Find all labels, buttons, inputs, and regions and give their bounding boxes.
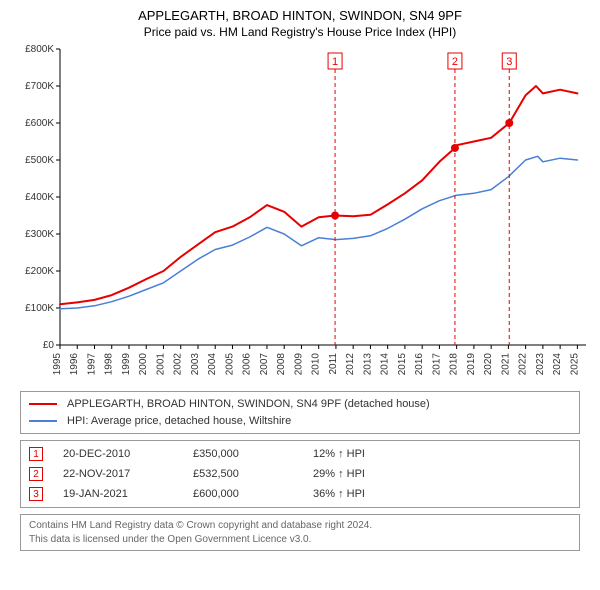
event-badge: 1 bbox=[29, 447, 43, 461]
svg-text:2007: 2007 bbox=[259, 353, 270, 376]
events-table: 1 20-DEC-2010 £350,000 12% ↑ HPI 2 22-NO… bbox=[20, 440, 580, 508]
svg-text:2015: 2015 bbox=[397, 353, 408, 376]
svg-text:2016: 2016 bbox=[414, 353, 425, 376]
svg-text:2022: 2022 bbox=[518, 353, 529, 376]
event-price: £600,000 bbox=[193, 488, 313, 500]
svg-text:2008: 2008 bbox=[276, 353, 287, 376]
svg-text:2011: 2011 bbox=[328, 353, 339, 375]
svg-text:1997: 1997 bbox=[86, 353, 97, 376]
svg-text:3: 3 bbox=[506, 56, 512, 68]
line-chart: £0 £100K £200K £300K £400K £500K £600K £700K £80… bbox=[10, 45, 590, 385]
svg-text:2005: 2005 bbox=[224, 353, 235, 376]
event-price: £350,000 bbox=[193, 448, 313, 460]
event-delta: 29% ↑ HPI bbox=[313, 468, 571, 480]
svg-text:2000: 2000 bbox=[138, 353, 149, 376]
event-date: 20-DEC-2010 bbox=[63, 448, 193, 460]
svg-text:1995: 1995 bbox=[52, 353, 63, 376]
svg-text:£100K: £100K bbox=[25, 303, 54, 314]
footnote-line: Contains HM Land Registry data © Crown c… bbox=[29, 519, 571, 533]
event-price: £532,500 bbox=[193, 468, 313, 480]
legend-swatch bbox=[29, 403, 57, 405]
svg-text:£700K: £700K bbox=[25, 81, 54, 92]
svg-text:£500K: £500K bbox=[25, 155, 54, 166]
event-delta: 36% ↑ HPI bbox=[313, 488, 571, 500]
chart-title: APPLEGARTH, BROAD HINTON, SWINDON, SN4 9… bbox=[10, 8, 590, 23]
svg-text:£0: £0 bbox=[43, 340, 55, 351]
svg-text:2001: 2001 bbox=[155, 353, 166, 376]
svg-text:2004: 2004 bbox=[207, 353, 218, 376]
svg-text:2012: 2012 bbox=[345, 353, 356, 376]
event-date: 19-JAN-2021 bbox=[63, 488, 193, 500]
chart-svg: £0 £100K £200K £300K £400K £500K £600K £700K £80… bbox=[10, 45, 590, 385]
svg-text:2019: 2019 bbox=[466, 353, 477, 376]
event-delta: 12% ↑ HPI bbox=[313, 448, 571, 460]
svg-text:2023: 2023 bbox=[535, 353, 546, 376]
svg-text:2014: 2014 bbox=[380, 353, 391, 376]
table-row: 2 22-NOV-2017 £532,500 29% ↑ HPI bbox=[29, 467, 571, 481]
svg-text:1: 1 bbox=[332, 56, 338, 68]
footnote: Contains HM Land Registry data © Crown c… bbox=[20, 514, 580, 551]
svg-text:2020: 2020 bbox=[483, 353, 494, 376]
table-row: 3 19-JAN-2021 £600,000 36% ↑ HPI bbox=[29, 487, 571, 501]
svg-text:2018: 2018 bbox=[449, 353, 460, 376]
legend-swatch bbox=[29, 420, 57, 422]
svg-text:£300K: £300K bbox=[25, 229, 54, 240]
svg-text:2017: 2017 bbox=[431, 353, 442, 376]
svg-text:2010: 2010 bbox=[311, 353, 322, 376]
svg-text:1998: 1998 bbox=[104, 353, 115, 376]
table-row: 1 20-DEC-2010 £350,000 12% ↑ HPI bbox=[29, 447, 571, 461]
svg-text:2006: 2006 bbox=[242, 353, 253, 376]
svg-text:1996: 1996 bbox=[69, 353, 80, 376]
svg-text:2003: 2003 bbox=[190, 353, 201, 376]
footnote-line: This data is licensed under the Open Gov… bbox=[29, 533, 571, 547]
svg-text:2025: 2025 bbox=[569, 353, 580, 376]
svg-text:2009: 2009 bbox=[293, 353, 304, 376]
legend-item: APPLEGARTH, BROAD HINTON, SWINDON, SN4 9… bbox=[29, 396, 571, 413]
svg-text:2013: 2013 bbox=[362, 353, 373, 376]
chart-subtitle: Price paid vs. HM Land Registry's House … bbox=[10, 25, 590, 39]
legend-item: HPI: Average price, detached house, Wilt… bbox=[29, 413, 571, 430]
svg-text:£800K: £800K bbox=[25, 45, 54, 55]
event-date: 22-NOV-2017 bbox=[63, 468, 193, 480]
legend-label: HPI: Average price, detached house, Wilt… bbox=[67, 413, 291, 430]
legend-label: APPLEGARTH, BROAD HINTON, SWINDON, SN4 9… bbox=[67, 396, 430, 413]
svg-text:1999: 1999 bbox=[121, 353, 132, 376]
event-badge: 3 bbox=[29, 487, 43, 501]
svg-text:£400K: £400K bbox=[25, 192, 54, 203]
svg-text:2: 2 bbox=[452, 56, 458, 68]
event-badge: 2 bbox=[29, 467, 43, 481]
svg-text:2021: 2021 bbox=[500, 353, 511, 376]
svg-text:2002: 2002 bbox=[173, 353, 184, 376]
svg-text:£200K: £200K bbox=[25, 266, 54, 277]
svg-text:2024: 2024 bbox=[552, 353, 563, 376]
svg-text:£600K: £600K bbox=[25, 118, 54, 129]
legend: APPLEGARTH, BROAD HINTON, SWINDON, SN4 9… bbox=[20, 391, 580, 434]
